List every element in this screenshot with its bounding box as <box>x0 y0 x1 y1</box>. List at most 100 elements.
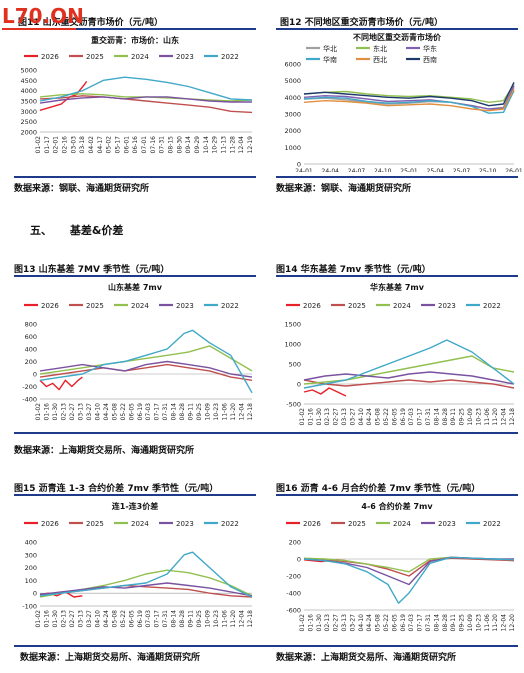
x-tick-label: 05-22 <box>383 614 390 632</box>
series-line-2023 <box>39 96 252 104</box>
x-tick-label: 07-31 <box>162 403 169 421</box>
y-tick-label: 6000 <box>284 61 301 69</box>
x-tick-label: 11-06 <box>222 403 229 421</box>
legend-item-2023: 2023 <box>421 302 456 310</box>
x-tick-label: 10-23 <box>213 610 220 628</box>
x-tick-label: 04-10 <box>358 614 365 632</box>
x-tick-label: 10-23 <box>213 403 220 421</box>
y-tick-label: 0 <box>33 371 37 379</box>
x-tick-label: 01-02 <box>299 614 306 632</box>
x-tick-label: 05-22 <box>120 610 127 628</box>
x-tick-label: 07-17 <box>154 610 161 628</box>
x-tick-label: 12-04 <box>238 136 245 154</box>
legend-label: 华南 <box>323 55 337 64</box>
x-tick-label: 12-18 <box>509 408 516 426</box>
y-tick-label: 4500 <box>20 77 37 85</box>
x-tick-label: 06-01 <box>123 136 130 154</box>
chart-title: 不同地区重交沥青市场价 <box>353 32 442 42</box>
x-tick-label: 07-17 <box>417 408 424 426</box>
series-line-2022 <box>39 76 253 102</box>
x-tick-label: 06-19 <box>400 408 407 426</box>
legend-item-2024: 2024 <box>114 520 149 528</box>
logo-underline <box>2 28 76 30</box>
x-tick-label: 07-03 <box>145 610 152 628</box>
y-tick-label: 0 <box>297 556 301 564</box>
legend-item-2022: 2022 <box>466 520 501 528</box>
logo: L70.ON <box>2 4 84 28</box>
fig14-title-rule <box>276 275 518 277</box>
x-tick-label: 03-03 <box>70 136 77 154</box>
x-tick-label: 07-17 <box>417 614 424 632</box>
legend-label: 2025 <box>348 520 366 528</box>
y-tick-label: 800 <box>25 321 37 329</box>
y-tick-label: 200 <box>25 358 37 366</box>
y-tick-label: 400 <box>25 346 37 354</box>
legend-item-2024: 2024 <box>114 53 149 61</box>
legend-item-2023: 2023 <box>421 520 456 528</box>
legend-label: 东北 <box>373 44 387 53</box>
x-tick-label: 11-06 <box>484 614 491 632</box>
series-line-2022 <box>303 339 515 389</box>
x-tick-label: 05-08 <box>375 408 382 426</box>
x-tick-label: 07-03 <box>408 408 415 426</box>
x-tick-label: 01-02 <box>35 136 42 154</box>
y-tick-label: 200 <box>25 564 37 572</box>
series-line-2022 <box>39 551 253 598</box>
legend-item-x: 华南 <box>306 55 337 64</box>
section-title: 基差&价差 <box>69 224 124 237</box>
y-tick-label: 600 <box>25 333 37 341</box>
x-tick-label: 04-24 <box>103 403 110 421</box>
fig14-chart: 华东基差 7mv 2026 2025 2024 2023 2022 -500 0 500 1000… <box>284 282 516 426</box>
x-tick-label: 07-31 <box>425 408 432 426</box>
x-tick-label: 04-10 <box>94 610 101 628</box>
series-line-2022 <box>303 556 515 604</box>
y-tick-label: -100 <box>22 603 37 611</box>
series-line-2025 <box>303 557 515 577</box>
x-tick-label: 09-25 <box>459 408 466 426</box>
y-tick-label: -400 <box>22 396 37 404</box>
legend-item-x: 华东 <box>406 44 437 53</box>
legend-item-2025: 2025 <box>69 302 104 310</box>
x-tick-label: 08-28 <box>179 610 186 628</box>
series-line-2023 <box>303 556 514 586</box>
y-tick-label: 100 <box>25 577 37 585</box>
x-tick-label: 07-17 <box>154 403 161 421</box>
legend-item-2022: 2022 <box>466 302 501 310</box>
x-tick-label: 06-05 <box>128 403 135 421</box>
x-tick-label: 02-13 <box>324 614 331 632</box>
x-tick-label: 08-30 <box>176 136 183 154</box>
legend-item-2024: 2024 <box>376 520 411 528</box>
fig16-chart: 4-6 合约价差 7mv 2026 2025 2024 2023 2022 -600 -400… <box>286 501 516 632</box>
x-tick-label: 08-14 <box>433 408 440 426</box>
x-tick-label: 25-04 <box>427 168 445 172</box>
y-tick-label: 4000 <box>20 87 37 95</box>
x-tick-label: 02-13 <box>60 610 67 628</box>
x-tick-label: 12-19 <box>247 136 254 154</box>
x-tick-label: 07-31 <box>159 136 166 154</box>
legend-label: 2026 <box>41 53 59 61</box>
fig15-source: 数据来源：上海期货交易所、海通期货研究所 <box>20 653 201 663</box>
x-tick-label: 04-24 <box>103 610 110 628</box>
x-tick-label: 08-14 <box>171 610 178 628</box>
legend-label: 2022 <box>221 302 239 310</box>
fig13-source-rule <box>14 432 518 434</box>
legend-label: 2024 <box>131 520 149 528</box>
fig15-title: 图15 沥青连 1-3 合约价差 7mv 季节性（元/吨） <box>14 484 219 494</box>
x-tick-label: 04-10 <box>358 408 365 426</box>
x-tick-label: 09-29 <box>194 136 201 154</box>
y-tick-label: 1500 <box>284 321 301 329</box>
x-tick-label: 11-06 <box>222 610 229 628</box>
x-tick-label: 03-13 <box>77 610 84 628</box>
x-tick-label: 12-18 <box>247 610 254 628</box>
x-tick-label: 01-16 <box>43 403 50 421</box>
x-tick-label: 09-25 <box>459 614 466 632</box>
x-tick-label: 24-04 <box>322 168 340 172</box>
legend-item-2022: 2022 <box>204 53 239 61</box>
legend-label: 2022 <box>221 53 239 61</box>
y-tick-label: 1000 <box>284 144 301 152</box>
legend-item-2026: 2026 <box>24 520 59 528</box>
y-tick-label: -500 <box>286 401 301 409</box>
x-tick-label: 01-02 <box>299 408 306 426</box>
x-tick-label: 09-11 <box>188 610 195 628</box>
x-tick-label: 07-31 <box>425 614 432 632</box>
